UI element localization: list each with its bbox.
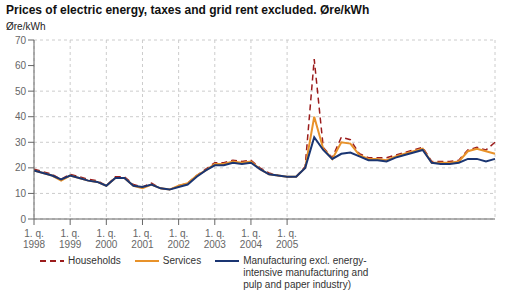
svg-text:1. q.2001: 1. q.2001 <box>131 228 154 250</box>
svg-text:70: 70 <box>15 35 27 46</box>
html-text:Households: Households <box>68 255 121 266</box>
html-text:Manufacturing excl. energy- in: Manufacturing excl. energy- intensive ma… <box>243 255 369 290</box>
html-text:Services: Services <box>162 255 202 266</box>
svg-text:1. q.2005: 1. q.2005 <box>276 228 299 250</box>
svg-text:1. q.1998: 1. q.1998 <box>23 228 46 250</box>
svg-text:50: 50 <box>15 86 27 97</box>
html-text:Prices of electric energy, tax: Prices of electric energy, taxes and gri… <box>6 3 370 17</box>
svg-text:1. q.2000: 1. q.2000 <box>95 228 118 250</box>
svg-text:0: 0 <box>20 214 26 225</box>
svg-text:40: 40 <box>15 111 27 122</box>
svg-text:60: 60 <box>15 60 27 71</box>
svg-text:1. q.1999: 1. q.1999 <box>59 228 82 250</box>
svg-text:1. q.2002: 1. q.2002 <box>168 228 191 250</box>
svg-text:1. q.2004: 1. q.2004 <box>240 228 263 250</box>
html-text:Øre/kWh: Øre/kWh <box>6 21 46 32</box>
svg-text:10: 10 <box>15 188 27 199</box>
svg-text:1. q.2003: 1. q.2003 <box>204 228 227 250</box>
svg-text:20: 20 <box>15 162 27 173</box>
svg-text:30: 30 <box>15 137 27 148</box>
